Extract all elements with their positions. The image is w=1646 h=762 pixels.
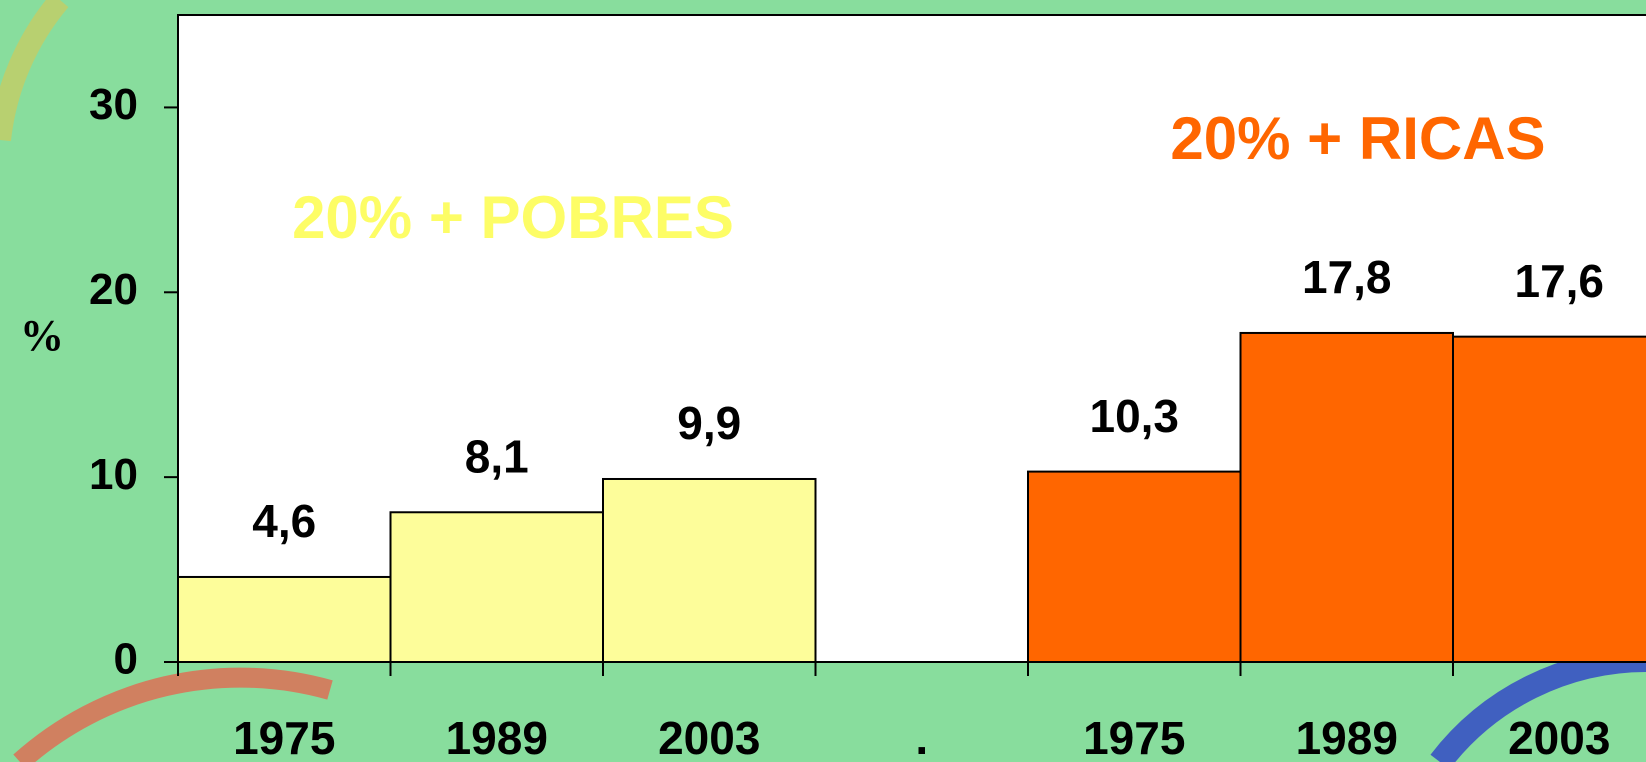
page: % 0 10 20 30 1975 4,6 1989 8,1 2003 9,9. 1975 10,3 1…	[0, 0, 1646, 762]
value-label: 4,6	[252, 495, 316, 547]
x-tick-label: .	[915, 712, 928, 762]
y-axis-label: %	[20, 311, 64, 360]
decor-arc	[0, 0, 60, 140]
bar	[1028, 472, 1241, 662]
x-tick-label: 2003	[1508, 712, 1610, 762]
value-label: 17,6	[1514, 255, 1604, 307]
bar	[1453, 337, 1646, 662]
y-tick-label: 30	[89, 80, 138, 129]
y-tick-label: 10	[89, 450, 138, 499]
x-tick-label: 1975	[233, 712, 335, 762]
annotation: 20% + RICAS	[1170, 105, 1545, 172]
x-tick-label: 1989	[446, 712, 548, 762]
value-label: 8,1	[465, 430, 529, 482]
chart: % 0 10 20 30 1975 4,6 1989 8,1 2003 9,9. 1975 10,3 1…	[0, 0, 1646, 762]
value-label: 10,3	[1089, 390, 1179, 442]
value-label: 9,9	[677, 397, 741, 449]
x-tick-label: 2003	[658, 712, 760, 762]
y-tick-label: 20	[89, 265, 138, 314]
value-label: 17,8	[1302, 251, 1392, 303]
bar	[391, 512, 604, 662]
bar	[178, 577, 391, 662]
x-tick-label: 1975	[1083, 712, 1185, 762]
y-tick-label: 0	[114, 635, 138, 684]
x-tick-label: 1989	[1296, 712, 1398, 762]
bar	[603, 479, 816, 662]
bar	[1241, 333, 1454, 662]
annotation: 20% + POBRES	[292, 184, 734, 251]
